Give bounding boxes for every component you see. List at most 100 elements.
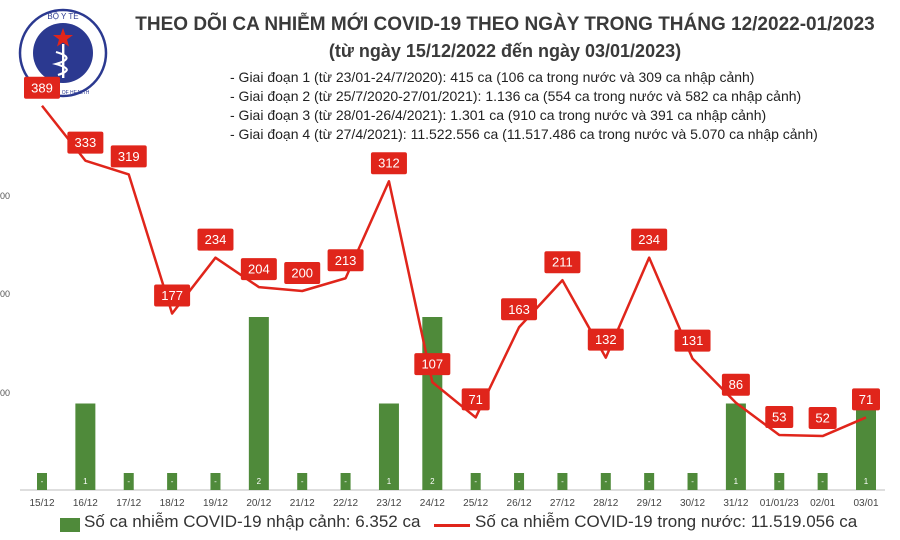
import-cases-bar [297,473,308,490]
x-tick-label: 21/12 [290,498,315,509]
import-cases-label: - [648,477,651,486]
x-tick-label: 30/12 [680,498,705,509]
x-tick-label: 23/12 [376,498,401,509]
import-cases-bar [75,403,96,490]
domestic-cases-label: 200 [291,266,313,281]
import-cases-label: - [171,477,174,486]
chart-title: THEO DÕI CA NHIỄM MỚI COVID-19 THEO NGÀY… [135,14,875,35]
phase-1-summary: - Giai đoạn 1 (từ 23/01-24/7/2020): 415 … [230,69,755,85]
import-cases-bar [687,473,698,490]
domestic-cases-label: 107 [421,357,443,372]
import-cases-label: 1 [864,477,869,486]
domestic-cases-label: 177 [161,288,183,303]
import-cases-label: 1 [734,477,739,486]
import-cases-label: 1 [83,477,88,486]
import-cases-label: - [344,477,347,486]
import-cases-label: - [604,477,607,486]
x-tick-label: 28/12 [593,498,618,509]
domestic-cases-label: 319 [118,149,140,164]
domestic-cases-label: 132 [595,332,617,347]
domestic-cases-label: 71 [468,392,482,407]
import-cases-bar [248,317,269,490]
x-tick-label: 24/12 [420,498,445,509]
domestic-cases-label: 333 [75,135,97,150]
import-cases-label: - [127,477,130,486]
import-cases-bar [470,473,481,490]
import-cases-label: - [691,477,694,486]
domestic-cases-point [197,228,234,251]
import-cases-label: 1 [387,477,392,486]
phase-4-summary: - Giai đoạn 4 (từ 27/4/2021): 11.522.556… [230,126,818,142]
x-tick-label: 03/01 [853,498,878,509]
domestic-cases-point [284,262,321,284]
import-cases-label: 2 [430,477,435,486]
domestic-cases-point [67,131,104,154]
domestic-cases-label: 234 [205,232,227,247]
import-cases-label: - [518,477,521,486]
left-axis-tick: 00 [0,191,10,201]
phase-3-summary: - Giai đoạn 3 (từ 28/01-26/4/2021): 1.30… [230,107,767,123]
x-tick-label: 20/12 [246,498,271,509]
import-cases-bar [725,403,746,490]
x-tick-label: 27/12 [550,498,575,509]
legend-line-label: Số ca nhiễm COVID-19 trong nước: 11.519.… [475,512,858,531]
x-tick-label: 01/01/23 [760,498,799,509]
import-cases-bar [378,403,399,490]
domestic-cases-point [154,284,191,307]
legend-bar-label: Số ca nhiễm COVID-19 nhập cảnh: 6.352 ca [84,512,421,531]
import-cases-bar [37,473,47,490]
logo-text: BỘ Y TẾ [47,11,78,21]
legend-line-swatch [434,524,470,527]
phase-summary-list: - Giai đoạn 1 (từ 23/01-24/7/2020): 415 … [230,68,818,144]
import-cases-label: 2 [257,477,262,486]
covid-cases-chart: 00 00 00 - 1 - - - 2 - - 1 2 - - - - - - 1 - - 1 389 333 319 177… [0,76,885,509]
domestic-cases-point [414,353,451,376]
import-cases-label: - [474,477,477,486]
import-cases-bar [557,473,568,490]
import-cases-label: - [41,477,44,486]
chart-legend: Số ca nhiễm COVID-19 nhập cảnh: 6.352 ca… [0,512,900,538]
import-cases-bar [774,473,785,490]
phase-2-summary: - Giai đoạn 2 (từ 25/7/2020-27/01/2021):… [230,88,802,104]
x-tick-label: 25/12 [463,498,488,509]
x-tick-label: 31/12 [723,498,748,509]
domestic-cases-point [370,152,407,175]
logo-subtext: MINISTRY OF HEALTH [37,90,90,96]
x-tick-label: 02/01 [810,498,835,509]
ministry-of-health-logo: BỘ Y TẾ MINISTRY OF HEALTH [18,8,108,98]
import-cases-bar [210,473,221,490]
domestic-cases-label: 86 [729,377,743,392]
import-cases-bar [856,403,876,490]
domestic-cases-point [501,298,538,321]
import-cases-label: - [821,477,824,486]
domestic-cases-point [327,249,364,272]
domestic-cases-label: 53 [772,410,786,425]
domestic-cases-label: 131 [682,333,704,348]
domestic-cases-point [240,258,277,281]
import-cases-label: - [778,477,781,486]
import-cases-label: - [301,477,304,486]
import-cases-label: - [561,477,564,486]
domestic-cases-label: 52 [815,411,829,426]
domestic-cases-point [721,373,750,396]
domestic-cases-label: 71 [859,392,873,407]
domestic-cases-label: 213 [335,253,357,268]
domestic-cases-label: 234 [638,232,660,247]
x-tick-label: 22/12 [333,498,358,509]
import-cases-bar [340,473,351,490]
x-tick-label: 19/12 [203,498,228,509]
x-tick-label: 18/12 [160,498,185,509]
domestic-cases-point [674,329,711,352]
x-tick-label: 29/12 [637,498,662,509]
import-cases-bar [167,473,178,490]
domestic-cases-point [587,328,624,351]
domestic-cases-point [544,251,581,274]
import-cases-bar [422,317,443,490]
domestic-cases-point [461,388,490,411]
x-tick-label: 17/12 [116,498,141,509]
domestic-cases-point [110,145,147,168]
import-cases-bar [644,473,655,490]
domestic-cases-point [765,406,794,429]
domestic-cases-label: 389 [31,80,53,95]
domestic-cases-point [852,388,880,411]
